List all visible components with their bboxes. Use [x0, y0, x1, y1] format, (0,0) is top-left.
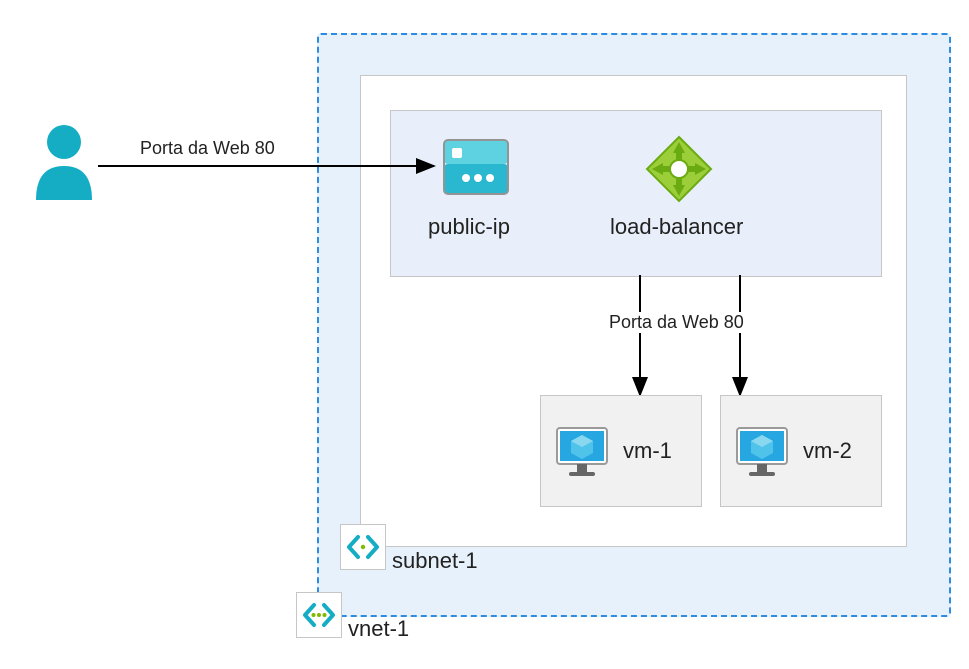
user-arrow-label: Porta da Web 80 [140, 138, 275, 159]
vm-2-label: vm-2 [803, 438, 852, 464]
vm-icon [733, 422, 791, 480]
vm-1-box: vm-1 [540, 395, 702, 507]
vnet-label: vnet-1 [348, 616, 409, 642]
load-balancer-icon [643, 133, 715, 205]
load-balancer-label: load-balancer [610, 214, 743, 240]
arrows-layer [0, 0, 969, 669]
subnet-icon [340, 524, 386, 570]
vm-2-box: vm-2 [720, 395, 882, 507]
subnet-label: subnet-1 [392, 548, 478, 574]
public-ip-icon [440, 136, 512, 198]
vm-icon [553, 422, 611, 480]
public-ip-label: public-ip [428, 214, 510, 240]
vm-1-label: vm-1 [623, 438, 672, 464]
vnet-icon [296, 592, 342, 638]
lb-arrow-label: Porta da Web 80 [605, 312, 748, 333]
user-icon [30, 120, 98, 200]
